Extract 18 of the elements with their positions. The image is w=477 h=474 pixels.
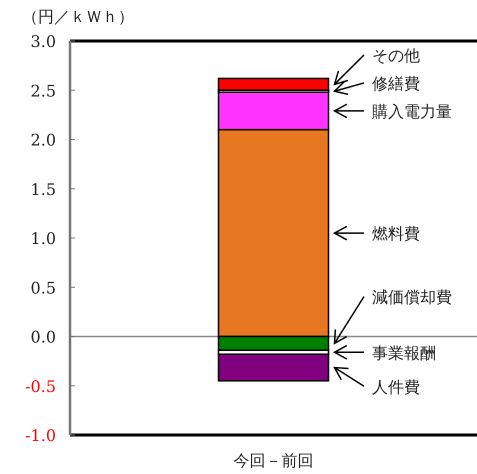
y-tick-label: 1.5 [30, 180, 56, 199]
legend-label: 燃料費 [372, 224, 420, 244]
legend-label: 購入電力量 [372, 102, 452, 121]
y-tick-label: 3.0 [30, 32, 56, 51]
y-tick-label: 1.0 [30, 229, 56, 248]
legend-label: 事業報酬 [372, 343, 436, 362]
y-tick-label: 0.5 [30, 278, 56, 298]
x-tick-label: 今回－前回 [234, 451, 314, 470]
legend-label: 人件費 [372, 377, 420, 396]
y-axis-title: （円／ｋＷｈ） [22, 7, 134, 26]
text: その他 [372, 46, 420, 65]
y-tick-label: -0.5 [25, 376, 56, 396]
y-tick-label: -1.0 [25, 426, 56, 445]
y-tick-label: 0.0 [30, 328, 56, 346]
y-tick-label: 2.5 [30, 81, 56, 100]
text: 減価償却費 [372, 288, 452, 306]
y-tick-label: 2.0 [30, 130, 56, 150]
legend-label: 修繕費 [372, 74, 420, 93]
